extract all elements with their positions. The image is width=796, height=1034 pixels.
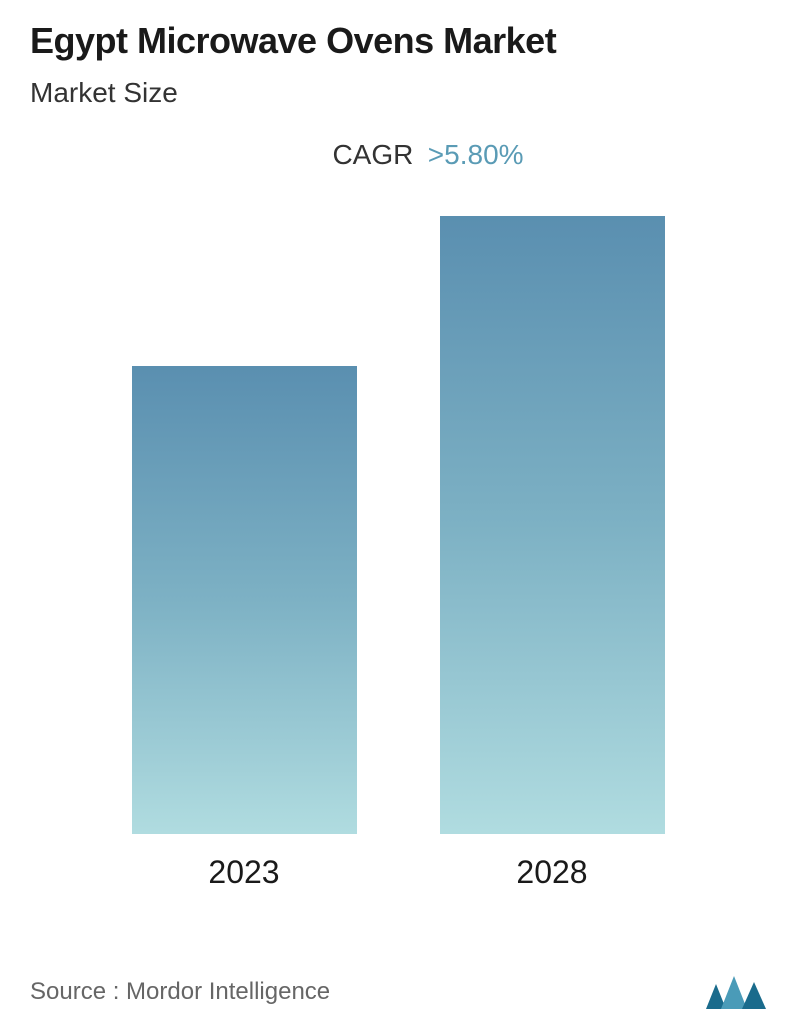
chart-footer: Source : Mordor Intelligence xyxy=(30,974,766,1009)
cagr-annotation: CAGR >5.80% xyxy=(30,139,766,171)
cagr-label: CAGR xyxy=(332,139,413,170)
chart-title: Egypt Microwave Ovens Market xyxy=(30,20,766,62)
bar-1 xyxy=(440,216,665,834)
source-text: Source : Mordor Intelligence xyxy=(30,978,330,1006)
chart-container: Egypt Microwave Ovens Market Market Size… xyxy=(0,0,796,1034)
bar-label-0: 2023 xyxy=(208,854,279,891)
chart-subtitle: Market Size xyxy=(30,77,766,109)
cagr-value: >5.80% xyxy=(428,139,524,170)
chart-plot-area: 2023 2028 xyxy=(30,201,766,891)
bar-0 xyxy=(132,366,357,834)
mordor-logo-icon xyxy=(706,974,766,1009)
bar-group-1: 2028 xyxy=(440,216,665,891)
bar-group-0: 2023 xyxy=(132,366,357,891)
bar-label-1: 2028 xyxy=(516,854,587,891)
